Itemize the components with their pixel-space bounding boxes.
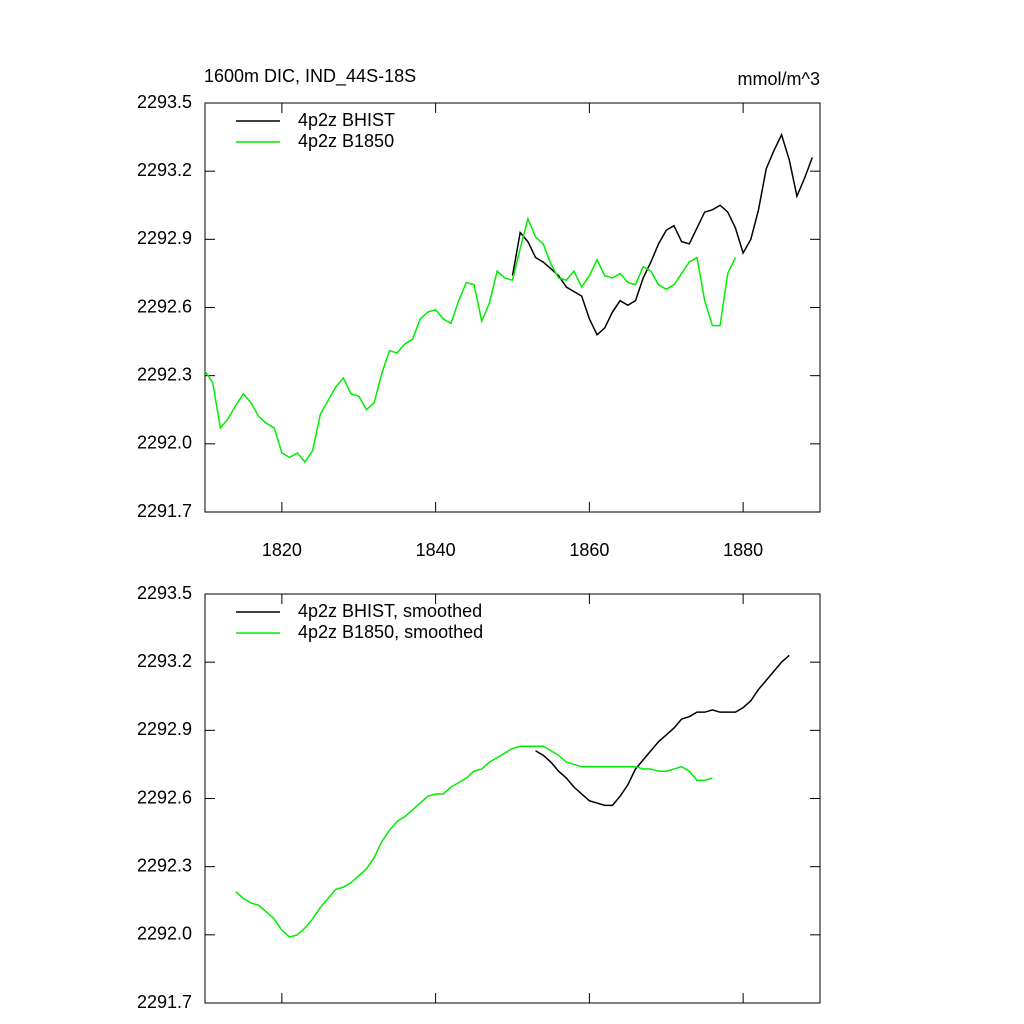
legend-label: 4p2z B1850	[298, 131, 394, 151]
plot-frame	[204, 102, 821, 513]
x-tick-label: 1880	[723, 540, 763, 560]
y-tick-label: 2292.0	[137, 924, 192, 944]
series-line	[511, 132, 814, 336]
y-tick-label: 2293.2	[137, 160, 192, 180]
y-tick-label: 2292.9	[137, 228, 192, 248]
series-line	[535, 654, 790, 807]
legend-label: 4p2z B1850, smoothed	[298, 622, 483, 642]
series-line	[235, 745, 713, 938]
y-tick-label: 2293.5	[137, 583, 192, 603]
x-tick-label: 1860	[569, 540, 609, 560]
y-tick-label: 2293.5	[137, 92, 192, 112]
y-tick-label: 2293.2	[137, 651, 192, 671]
y-tick-label: 2292.6	[137, 787, 192, 807]
units-label: mmol/m^3	[738, 69, 820, 89]
legend-label: 4p2z BHIST	[298, 110, 395, 130]
chart-title: 1600m DIC, IND_44S-18S	[204, 66, 416, 87]
plot-frame	[204, 593, 821, 1004]
y-tick-label: 2291.7	[137, 501, 192, 521]
y-tick-label: 2292.3	[137, 364, 192, 384]
y-tick-label: 2292.9	[137, 719, 192, 739]
x-tick-label: 1840	[416, 540, 456, 560]
y-tick-label: 2292.6	[137, 296, 192, 316]
y-tick-label: 2292.3	[137, 855, 192, 875]
x-tick-label: 1820	[262, 540, 302, 560]
series-line	[204, 216, 737, 464]
y-tick-label: 2292.0	[137, 433, 192, 453]
legend-label: 4p2z BHIST, smoothed	[298, 601, 482, 621]
y-tick-label: 2291.7	[137, 992, 192, 1012]
